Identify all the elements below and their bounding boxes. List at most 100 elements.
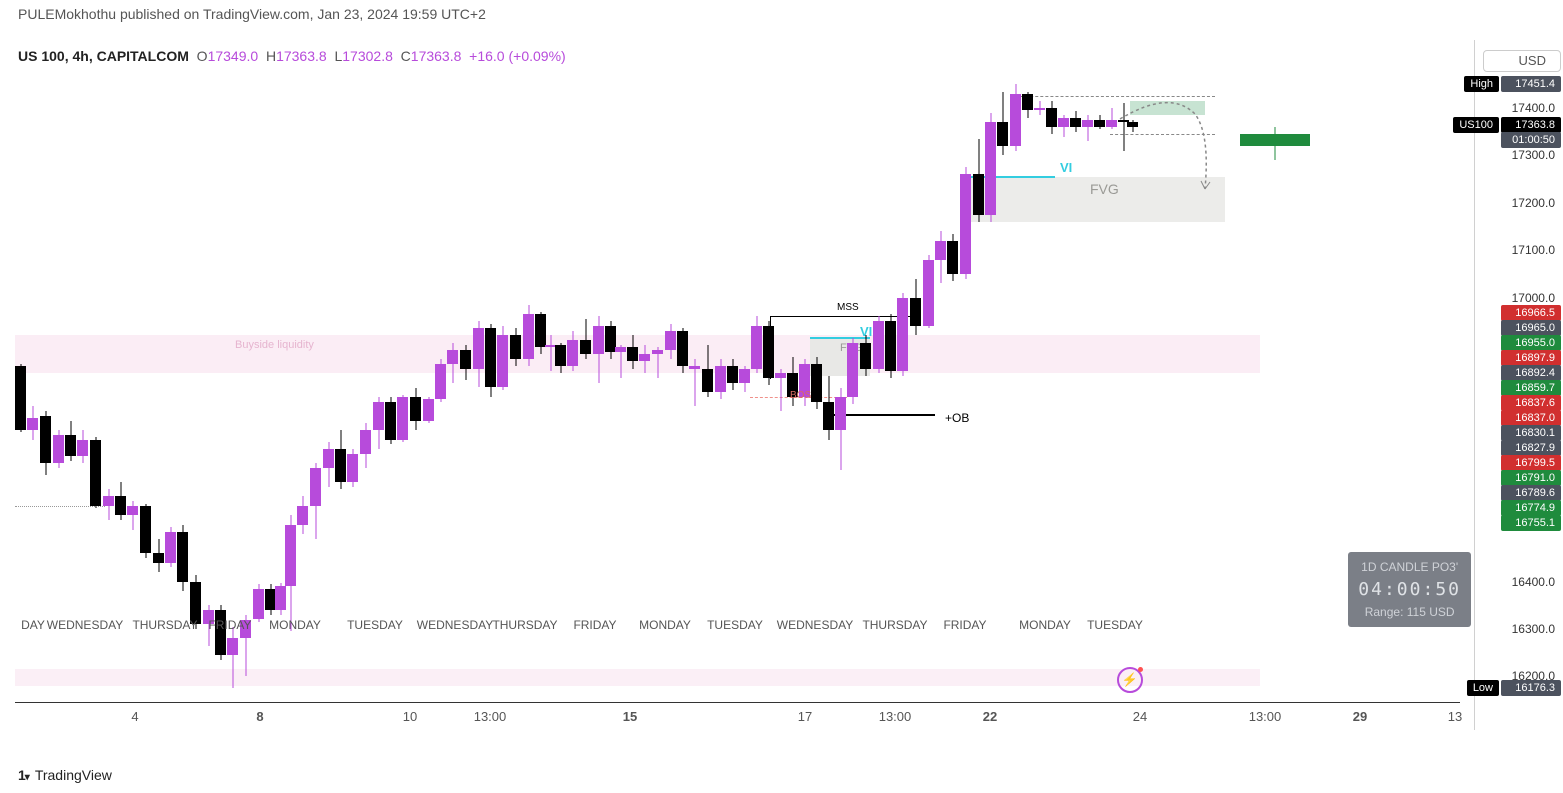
price-tag: 16176.3	[1501, 680, 1561, 696]
candle	[253, 584, 264, 622]
candle	[885, 314, 896, 378]
candle	[485, 324, 496, 397]
candle	[615, 345, 626, 378]
day-label: MONDAY	[269, 618, 321, 632]
candle	[435, 359, 446, 402]
candle	[360, 423, 371, 468]
candle	[811, 357, 822, 409]
candle	[1046, 101, 1057, 134]
candle	[702, 345, 713, 397]
day-label: DAY	[21, 618, 45, 632]
candle	[297, 496, 308, 534]
day-label: WEDNESDAY	[777, 618, 853, 632]
candle	[593, 316, 604, 382]
candle	[1022, 92, 1033, 118]
candle	[497, 326, 508, 390]
label-ob: +OB	[945, 411, 969, 425]
candle	[115, 482, 126, 520]
candle	[53, 430, 64, 468]
candle	[15, 364, 26, 433]
symbol: US 100, 4h, CAPITALCOM	[18, 48, 189, 64]
candle	[397, 395, 408, 442]
day-label: TUESDAY	[347, 618, 403, 632]
day-label: MONDAY	[1019, 618, 1071, 632]
candle	[639, 345, 650, 373]
price-tag: 16827.9	[1501, 440, 1561, 456]
price-tag: 16955.0	[1501, 335, 1561, 351]
candle	[385, 397, 396, 444]
ytick: 17300.0	[1512, 148, 1555, 162]
price-tag: 16837.0	[1501, 410, 1561, 426]
candle	[523, 305, 534, 367]
candle	[473, 321, 484, 387]
price-tag: 17363.8	[1501, 117, 1561, 133]
ohlc-line: US 100, 4h, CAPITALCOM O17349.0 H17363.8…	[18, 48, 566, 64]
bolt-icon[interactable]: ⚡	[1117, 667, 1143, 693]
candle	[285, 515, 296, 631]
xtick: 15	[623, 709, 637, 724]
candle	[947, 234, 958, 281]
day-label: TUESDAY	[707, 618, 763, 632]
candle	[1058, 115, 1069, 136]
xtick: 22	[983, 709, 997, 724]
day-label: FRIDAY	[573, 618, 616, 632]
price-tag: 16830.1	[1501, 425, 1561, 441]
candle	[153, 539, 164, 572]
price-tag: 16837.6	[1501, 395, 1561, 411]
candle	[140, 504, 151, 558]
candle	[1082, 115, 1093, 141]
candle	[860, 335, 871, 375]
candle	[90, 437, 101, 508]
price-tag: 16966.5	[1501, 305, 1561, 321]
candle	[555, 343, 566, 374]
label-vi1: VI	[860, 324, 872, 339]
ytick: 16400.0	[1512, 575, 1555, 589]
candle	[923, 255, 934, 328]
xtick: 10	[403, 709, 417, 724]
candles-chart[interactable]: Buyside liquidityFVGFVGMSSBOS+OBVIVI⚡DAY…	[15, 75, 1460, 700]
candle	[373, 397, 384, 449]
ytick: 17400.0	[1512, 101, 1555, 115]
candle	[689, 359, 700, 406]
xtick: 13	[1448, 709, 1462, 724]
day-label: WEDNESDAY	[47, 618, 123, 632]
candle	[410, 388, 421, 431]
candle	[835, 388, 846, 471]
candle	[985, 113, 996, 222]
y-axis: USD 16200.016300.016400.016700.017000.01…	[1474, 40, 1563, 730]
price-tag: 16965.0	[1501, 320, 1561, 336]
price-tag: 16791.0	[1501, 470, 1561, 486]
xtick: 4	[131, 709, 138, 724]
candle	[677, 328, 688, 373]
candle	[460, 345, 471, 381]
price-tag: 16799.5	[1501, 455, 1561, 471]
xtick: 13:00	[879, 709, 912, 724]
candle	[1010, 84, 1021, 150]
candle	[510, 328, 521, 366]
candle	[215, 605, 226, 659]
candle	[227, 627, 238, 689]
day-label: WEDNESDAY	[417, 618, 493, 632]
day-label: THURSDAY	[492, 618, 557, 632]
candle	[1034, 101, 1045, 115]
candle	[873, 316, 884, 373]
ytick: 17100.0	[1512, 243, 1555, 257]
day-label: TUESDAY	[1087, 618, 1143, 632]
xtick: 13:00	[1249, 709, 1282, 724]
candle	[997, 92, 1008, 156]
price-tag: 16789.6	[1501, 485, 1561, 501]
candle	[823, 376, 834, 440]
day-label: MONDAY	[639, 618, 691, 632]
x-axis: 481013:00151713:00222413:002913	[15, 702, 1460, 733]
price-tag: 16892.4	[1501, 365, 1561, 381]
candle	[847, 338, 858, 404]
candle	[65, 421, 76, 461]
ytick: 17200.0	[1512, 196, 1555, 210]
candle	[665, 324, 676, 360]
label-vi2: VI	[1060, 160, 1072, 175]
candle	[165, 527, 176, 567]
candle	[423, 397, 434, 423]
candle	[652, 347, 663, 378]
tradingview-logo[interactable]: 1▾ TradingView	[18, 767, 112, 783]
candle	[567, 331, 578, 371]
